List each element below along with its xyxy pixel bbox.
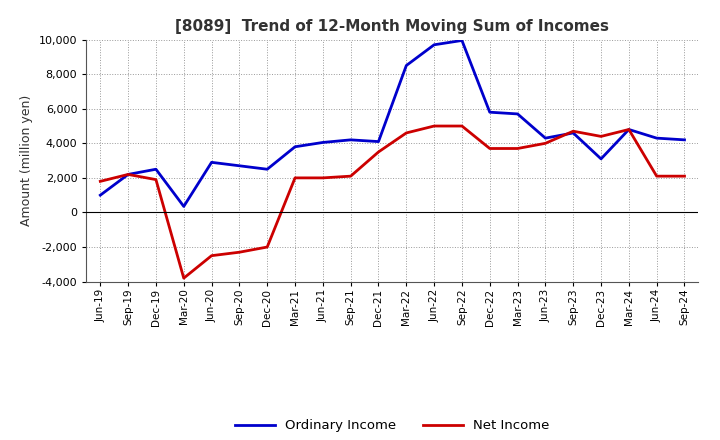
Ordinary Income <box>318 140 327 145</box>
Net Income <box>680 173 689 179</box>
Ordinary Income <box>207 160 216 165</box>
Ordinary Income <box>179 204 188 209</box>
Net Income <box>96 179 104 184</box>
Title: [8089]  Trend of 12-Month Moving Sum of Incomes: [8089] Trend of 12-Month Moving Sum of I… <box>176 19 609 34</box>
Net Income <box>318 175 327 180</box>
Ordinary Income <box>680 137 689 143</box>
Net Income <box>152 177 161 182</box>
Net Income <box>179 275 188 281</box>
Line: Ordinary Income: Ordinary Income <box>100 40 685 206</box>
Net Income <box>624 127 633 132</box>
Net Income <box>513 146 522 151</box>
Net Income <box>374 149 383 154</box>
Legend: Ordinary Income, Net Income: Ordinary Income, Net Income <box>230 414 555 438</box>
Ordinary Income <box>402 63 410 68</box>
Ordinary Income <box>624 127 633 132</box>
Net Income <box>597 134 606 139</box>
Ordinary Income <box>597 156 606 161</box>
Net Income <box>263 244 271 249</box>
Net Income <box>541 141 550 146</box>
Y-axis label: Amount (million yen): Amount (million yen) <box>20 95 33 226</box>
Ordinary Income <box>96 193 104 198</box>
Ordinary Income <box>652 136 661 141</box>
Net Income <box>291 175 300 180</box>
Net Income <box>485 146 494 151</box>
Ordinary Income <box>485 110 494 115</box>
Line: Net Income: Net Income <box>100 126 685 278</box>
Net Income <box>346 173 355 179</box>
Ordinary Income <box>569 130 577 136</box>
Net Income <box>569 128 577 134</box>
Net Income <box>207 253 216 258</box>
Ordinary Income <box>374 139 383 144</box>
Ordinary Income <box>235 163 243 169</box>
Ordinary Income <box>513 111 522 117</box>
Net Income <box>458 123 467 128</box>
Ordinary Income <box>541 136 550 141</box>
Ordinary Income <box>152 167 161 172</box>
Net Income <box>652 173 661 179</box>
Ordinary Income <box>263 167 271 172</box>
Net Income <box>402 130 410 136</box>
Ordinary Income <box>458 38 467 43</box>
Ordinary Income <box>124 172 132 177</box>
Net Income <box>235 249 243 255</box>
Ordinary Income <box>346 137 355 143</box>
Ordinary Income <box>291 144 300 150</box>
Ordinary Income <box>430 42 438 48</box>
Net Income <box>124 172 132 177</box>
Net Income <box>430 123 438 128</box>
